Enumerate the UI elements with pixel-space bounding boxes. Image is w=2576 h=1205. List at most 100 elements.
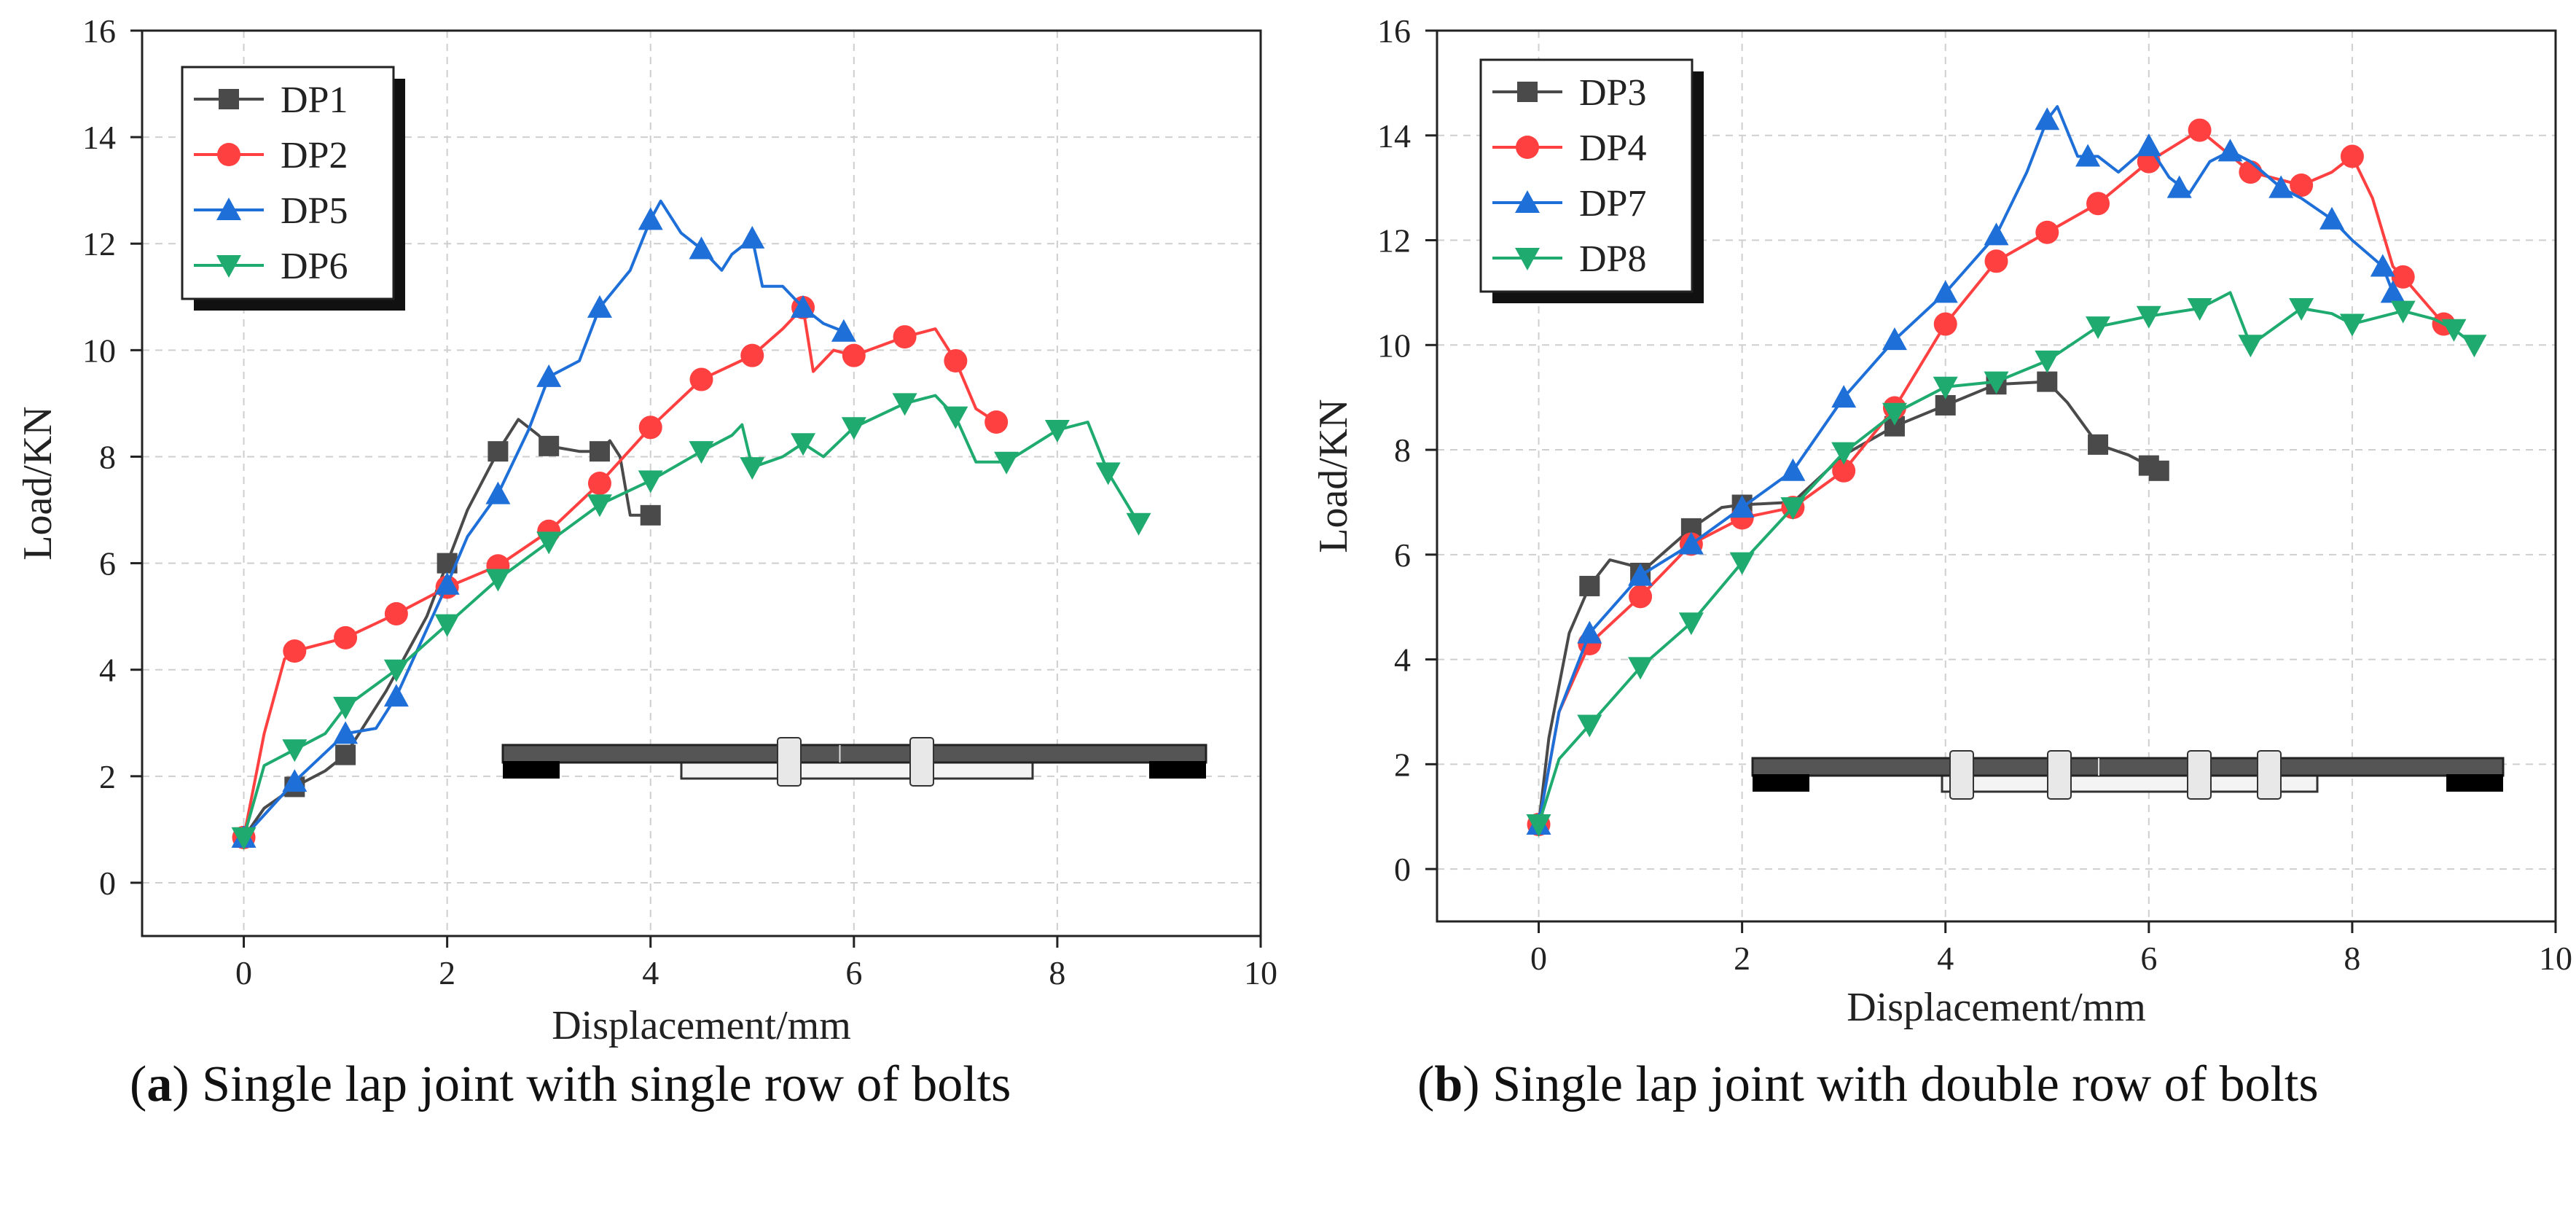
data-point-dp2 — [984, 410, 1009, 434]
caption-a-letter: a — [146, 1056, 173, 1112]
data-point-dp5 — [587, 295, 612, 318]
specimen-grip-left — [503, 761, 560, 779]
data-point-dp8 — [2441, 319, 2467, 342]
x-tick-label: 0 — [235, 954, 252, 991]
data-point-dp6 — [841, 417, 866, 440]
series-dp6 — [231, 393, 1151, 850]
data-point-dp5 — [282, 769, 308, 792]
caption-b-letter: b — [1434, 1056, 1463, 1112]
data-point-dp8 — [1831, 442, 1857, 465]
legend-label-dp4: DP4 — [1579, 128, 1646, 169]
legend-marker-dp6 — [216, 255, 241, 278]
y-tick-label: 8 — [1394, 432, 1411, 469]
caption-a: (a) Single lap joint with single row of … — [130, 1056, 1011, 1112]
data-point-dp4 — [2239, 160, 2263, 184]
y-tick-label: 4 — [99, 652, 116, 689]
data-point-dp2 — [587, 472, 611, 495]
data-point-dp6 — [943, 406, 968, 429]
specimen-bolt — [2047, 750, 2072, 800]
specimen-bolt — [1949, 750, 1974, 800]
series-line-dp6 — [242, 394, 1140, 838]
data-point-dp4 — [2340, 144, 2364, 168]
x-tick-label: 2 — [1734, 940, 1750, 977]
legend-box — [181, 66, 395, 300]
data-point-dp7 — [2166, 175, 2192, 198]
y-tick-label: 6 — [99, 545, 116, 582]
x-tick-label: 4 — [642, 954, 659, 991]
data-point-dp5 — [383, 684, 409, 707]
plot-frame — [141, 29, 1262, 937]
legend-marker-dp4 — [1516, 136, 1539, 159]
legend-label-dp1: DP1 — [281, 79, 348, 121]
data-point-dp7 — [2217, 139, 2243, 162]
data-point-dp6 — [638, 470, 663, 494]
x-tick-label: 6 — [845, 954, 862, 991]
chart-panel-a: 0 2 4 6 8 10 0 2 4 6 8 10 12 14 16 Displacement/mm Load/… — [15, 12, 1277, 1048]
data-point-dp4 — [2391, 265, 2415, 289]
x-tick-label: 8 — [1049, 954, 1065, 991]
data-point-dp2 — [740, 343, 764, 367]
data-point-dp8 — [2136, 305, 2161, 329]
data-point-dp4 — [1984, 249, 2008, 273]
legend-label-dp8: DP8 — [1579, 238, 1646, 280]
data-point-dp8 — [2238, 335, 2263, 358]
data-point-dp3 — [2148, 460, 2169, 481]
legend-marker-dp7 — [1515, 190, 1540, 213]
legend-marker-dp3 — [1517, 82, 1538, 102]
y-tick-label: 4 — [1394, 642, 1411, 679]
x-axis-label: Displacement/mm — [552, 1003, 851, 1048]
specimen-bolt — [2187, 750, 2212, 800]
data-point-dp6 — [994, 451, 1019, 475]
data-point-dp3 — [2037, 371, 2058, 392]
data-point-dp4 — [2290, 173, 2314, 198]
specimen-top-plate — [1751, 757, 2505, 777]
data-point-dp7 — [1882, 327, 1907, 351]
y-tick-label: 2 — [99, 758, 116, 795]
data-point-dp7 — [2268, 175, 2294, 198]
data-point-dp7 — [2075, 144, 2101, 167]
x-tick-label: 4 — [1937, 940, 1954, 977]
data-point-dp1 — [335, 744, 356, 765]
data-point-dp6 — [1044, 419, 1070, 442]
data-point-dp5 — [536, 364, 562, 387]
y-tick-label: 10 — [1377, 327, 1411, 364]
y-tick-label: 14 — [82, 119, 116, 156]
specimen-bolt — [909, 737, 934, 787]
legend-marker-dp8 — [1515, 248, 1540, 270]
x-tick-label: 8 — [2344, 940, 2360, 977]
y-tick-label: 8 — [99, 438, 116, 475]
series-dp7 — [1526, 105, 2405, 835]
data-point-dp8 — [1729, 552, 1755, 575]
data-point-dp4 — [2086, 192, 2110, 216]
data-point-dp6 — [892, 393, 917, 416]
data-point-dp8 — [1526, 814, 1551, 838]
y-tick-label: 16 — [82, 12, 116, 50]
legend-marker-dp2 — [217, 143, 240, 166]
data-point-dp2 — [893, 325, 917, 349]
y-tick-label: 10 — [82, 332, 116, 369]
x-tick-label: 2 — [439, 954, 455, 991]
data-point-dp5 — [434, 572, 460, 595]
legend-label-dp7: DP7 — [1579, 183, 1646, 225]
data-point-dp8 — [1628, 657, 1653, 680]
legend-marker-dp5 — [216, 198, 241, 220]
y-tick-label: 12 — [82, 225, 116, 262]
data-point-dp8 — [2462, 335, 2487, 358]
legend-label-dp2: DP2 — [281, 135, 348, 176]
data-point-dp6 — [231, 827, 257, 850]
data-point-dp4 — [1933, 312, 1957, 336]
data-point-dp7 — [2035, 107, 2060, 130]
data-point-dp7 — [1933, 280, 1958, 303]
data-point-dp7 — [2370, 254, 2395, 277]
data-point-dp6 — [1126, 512, 1151, 536]
specimen-bolt — [777, 737, 802, 787]
data-point-dp8 — [2390, 300, 2416, 324]
y-axis-label: Load/KN — [1311, 399, 1356, 553]
data-point-dp1 — [539, 435, 560, 456]
legend: DP1 DP2 DP5 DP6 — [181, 66, 405, 311]
specimen-bolt — [2257, 750, 2282, 800]
x-tick-label: 10 — [2539, 940, 2572, 977]
data-point-dp4 — [1832, 459, 1856, 483]
y-tick-label: 6 — [1394, 537, 1411, 574]
